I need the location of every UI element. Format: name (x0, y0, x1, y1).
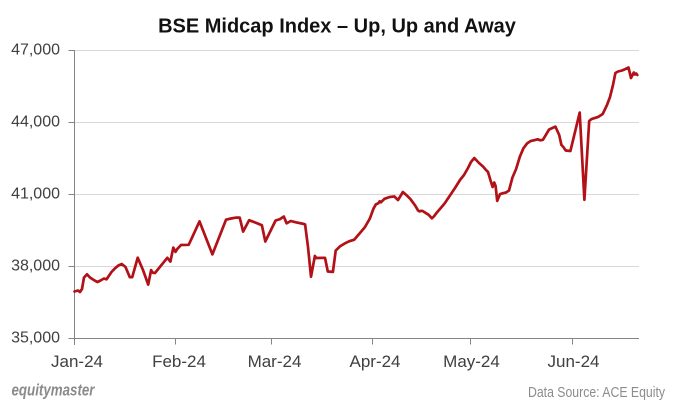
svg-text:41,000: 41,000 (11, 186, 60, 203)
svg-text:Mar-24: Mar-24 (248, 352, 302, 371)
svg-text:equitymaster: equitymaster (12, 381, 96, 400)
svg-text:Feb-24: Feb-24 (152, 352, 206, 371)
svg-text:Data Source: ACE Equity: Data Source: ACE Equity (528, 384, 665, 401)
svg-text:35,000: 35,000 (11, 330, 60, 347)
svg-text:Jun-24: Jun-24 (548, 352, 600, 371)
svg-text:38,000: 38,000 (11, 258, 60, 275)
svg-text:44,000: 44,000 (11, 114, 60, 131)
svg-text:47,000: 47,000 (11, 42, 60, 59)
svg-text:BSE Midcap Index – Up, Up and: BSE Midcap Index – Up, Up and Away (158, 16, 517, 38)
svg-text:Apr-24: Apr-24 (349, 352, 400, 371)
svg-text:Jan-24: Jan-24 (51, 352, 103, 371)
svg-text:May-24: May-24 (443, 352, 500, 371)
